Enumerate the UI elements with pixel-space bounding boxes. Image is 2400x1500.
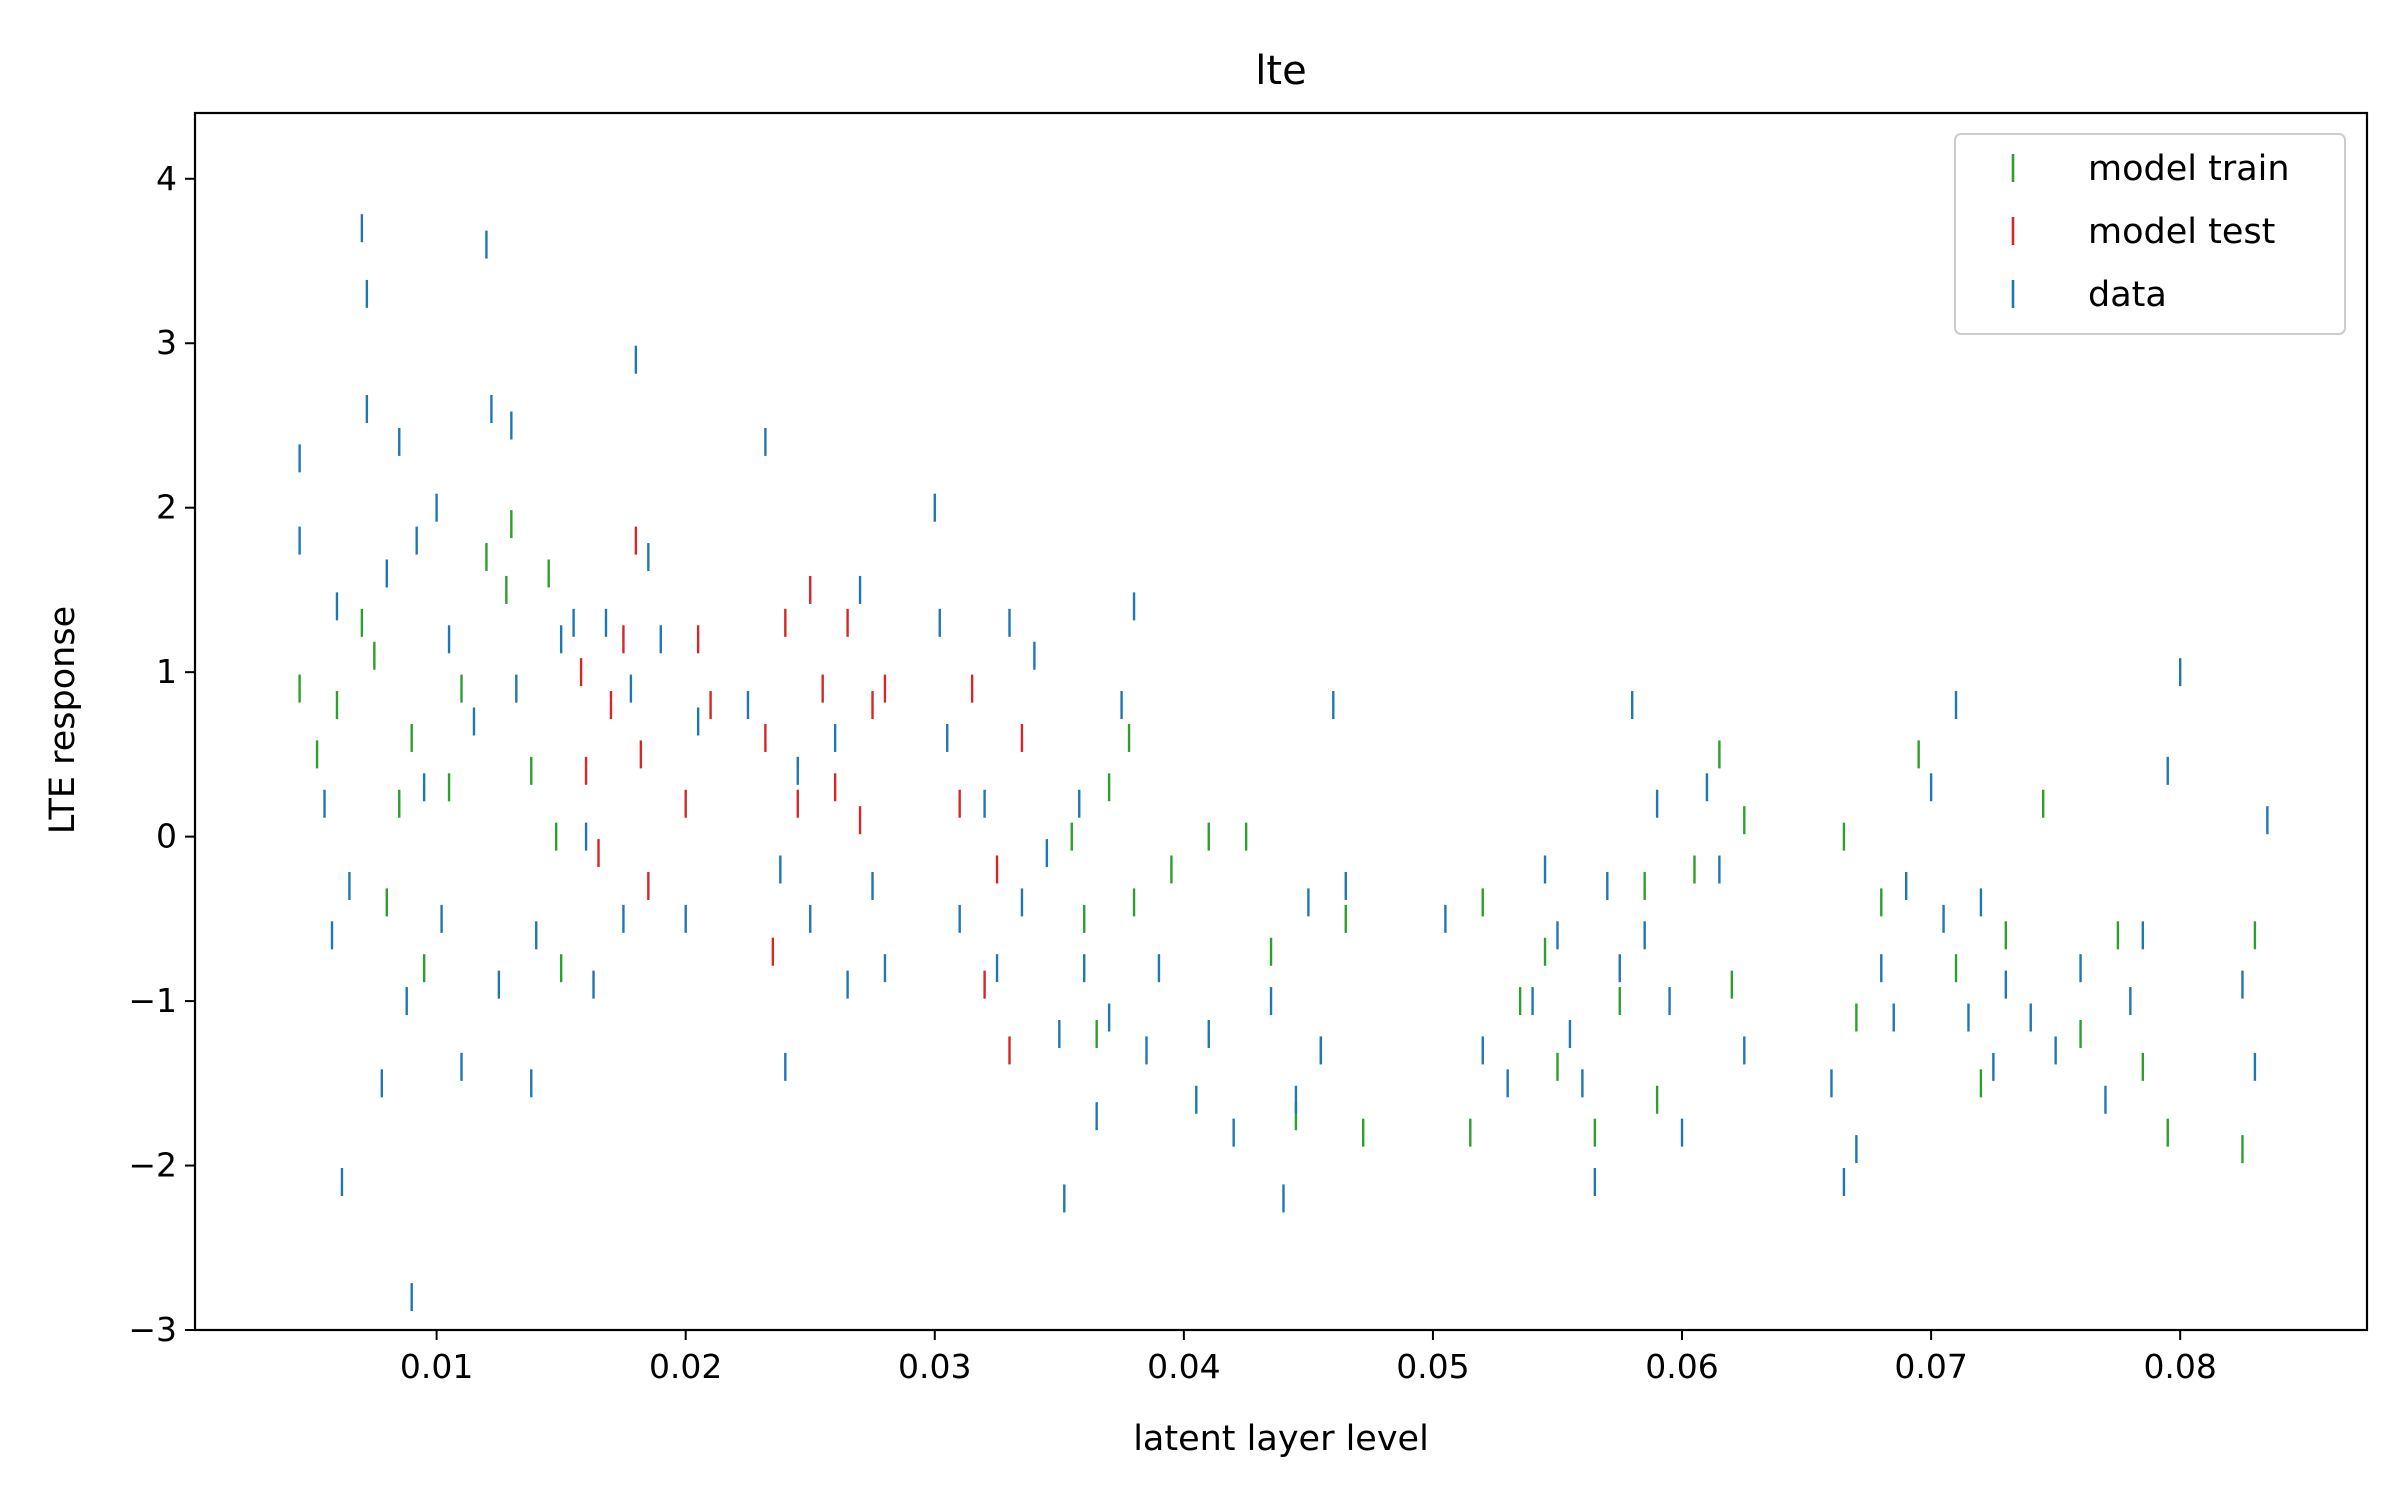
x-tick-label-3: 0.04 (1147, 1347, 1220, 1386)
y-axis: −3 −2 −1 0 1 2 3 4 (128, 159, 195, 1349)
y-tick-label-4: 1 (156, 652, 177, 691)
legend-label-model-train: model train (2088, 149, 2290, 189)
legend-label-model-test: model test (2088, 212, 2275, 252)
x-tick-label-7: 0.08 (2143, 1347, 2216, 1386)
x-axis-label: latent layer level (1133, 1419, 1429, 1459)
x-tick-label-0: 0.01 (400, 1347, 473, 1386)
y-tick-label-2: −1 (128, 981, 177, 1020)
y-tick-label-0: −3 (128, 1310, 177, 1349)
x-tick-label-4: 0.05 (1396, 1347, 1469, 1386)
y-tick-label-1: −2 (128, 1146, 177, 1185)
plot-frame (193, 111, 2369, 1332)
legend-box (1954, 133, 2346, 335)
y-tick-label-3: 0 (156, 817, 177, 856)
y-tick-label-7: 4 (156, 159, 177, 198)
chart-title: lte (1255, 48, 1306, 94)
legend-label-data: data (2088, 275, 2167, 315)
x-tick-label-1: 0.02 (649, 1347, 722, 1386)
legend: model train model test data (1954, 133, 2346, 335)
y-tick-label-6: 3 (156, 323, 177, 362)
plot-marks (298, 214, 2269, 1312)
y-tick-label-5: 2 (156, 488, 177, 527)
y-axis-label: LTE response (43, 606, 83, 834)
x-axis: 0.01 0.02 0.03 0.04 0.05 0.06 0.07 0.08 (400, 1330, 2217, 1386)
x-tick-label-5: 0.06 (1645, 1347, 1718, 1386)
x-tick-label-6: 0.07 (1894, 1347, 1967, 1386)
x-tick-label-2: 0.03 (898, 1347, 971, 1386)
